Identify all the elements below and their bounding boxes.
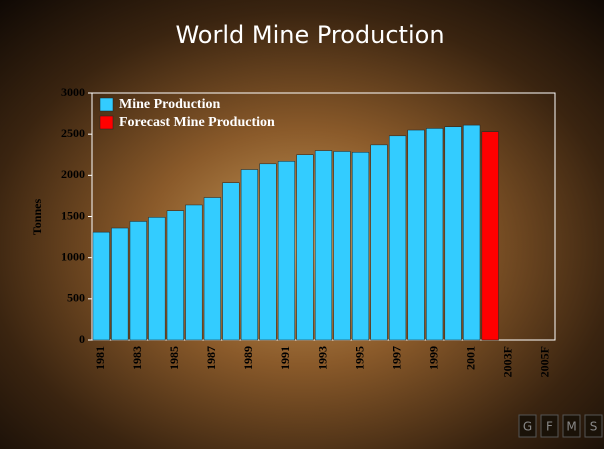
bar	[426, 128, 444, 341]
logo-letter: S	[590, 420, 598, 434]
bar	[111, 227, 129, 341]
bar	[333, 151, 351, 341]
bar	[222, 182, 240, 341]
bar	[259, 163, 277, 341]
logo-box	[540, 414, 559, 438]
y-tick-label: 3000	[61, 85, 85, 99]
x-tick-label: 1999	[426, 346, 440, 370]
bar	[407, 129, 425, 341]
y-tick-label: 0	[79, 332, 85, 346]
bar	[463, 124, 481, 341]
bar	[370, 144, 388, 341]
bar	[166, 210, 184, 341]
logo-box	[584, 414, 603, 438]
y-tick-label: 2000	[61, 167, 85, 181]
logo-letter: F	[546, 420, 553, 434]
legend-label: Forecast Mine Production	[119, 115, 275, 130]
x-tick-label: 1987	[204, 346, 218, 370]
logo-box	[518, 414, 537, 438]
logo-box	[562, 414, 581, 438]
x-tick-label: 2005F	[537, 346, 551, 377]
x-tick-label: 1983	[130, 346, 144, 370]
logo-letter: M	[566, 420, 576, 434]
y-tick-label: 2500	[61, 126, 85, 140]
bar	[185, 204, 203, 341]
x-tick-label: 2003F	[500, 346, 514, 377]
bar	[277, 161, 296, 341]
x-tick-label: 1981	[93, 346, 107, 370]
bar	[148, 217, 166, 341]
x-tick-label: 1995	[352, 346, 366, 370]
bar	[351, 152, 370, 341]
chart-title: World Mine Production	[175, 21, 444, 49]
x-tick-label: 1985	[167, 346, 181, 370]
bar	[481, 131, 499, 341]
legend-label: Mine Production	[119, 97, 220, 112]
bar	[92, 231, 110, 341]
y-tick-label: 500	[67, 291, 85, 305]
x-tick-label: 2001	[463, 346, 477, 370]
legend-swatch	[99, 97, 114, 112]
x-tick-label: 1991	[278, 346, 292, 370]
x-tick-label: 1989	[241, 346, 255, 370]
y-axis-label: Tonnes	[30, 199, 44, 236]
bar	[240, 169, 259, 341]
bar	[296, 154, 314, 341]
bar	[444, 126, 462, 341]
logo-letter: G	[523, 420, 532, 434]
y-tick-label: 1500	[61, 208, 85, 222]
y-tick-label: 1000	[61, 249, 85, 263]
bar	[314, 150, 333, 341]
bar	[203, 197, 221, 341]
bar	[129, 221, 147, 341]
x-tick-label: 1993	[315, 346, 329, 370]
legend-swatch	[99, 115, 114, 130]
x-tick-label: 1997	[389, 346, 403, 370]
bar	[388, 135, 407, 341]
